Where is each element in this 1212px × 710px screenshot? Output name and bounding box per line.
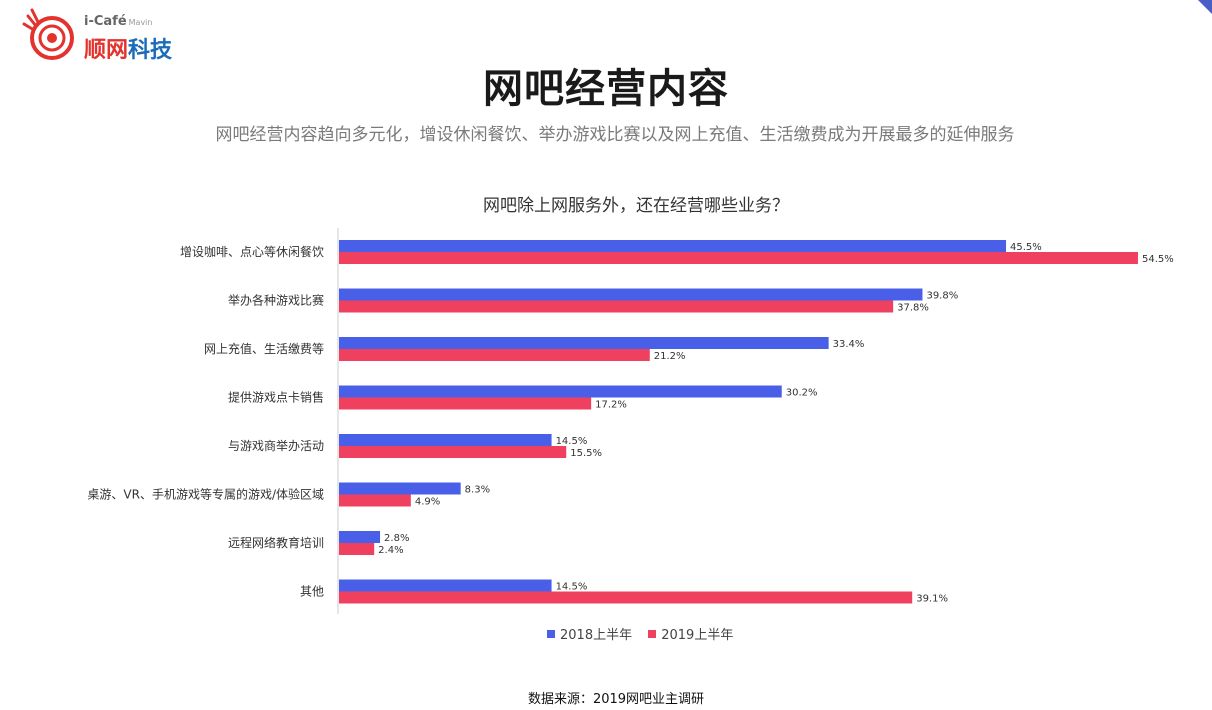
value-label-2019: 21.2% <box>654 351 686 362</box>
bar-2018 <box>339 288 923 301</box>
category-label: 增设咖啡、点心等休闲餐饮 <box>180 244 324 259</box>
value-label-2018: 2.8% <box>384 533 409 544</box>
value-label-2019: 54.5% <box>1142 254 1174 265</box>
category-label: 举办各种游戏比赛 <box>228 293 324 308</box>
page-title: 网吧经营内容 <box>483 66 729 112</box>
logo-chinese-text: 顺网科技 <box>84 38 173 63</box>
bar-2019 <box>339 300 894 313</box>
page-subtitle: 网吧经营内容趋向多元化，增设休闲餐饮、举办游戏比赛以及网上充值、生活缴费成为开展… <box>215 125 1015 145</box>
value-label-2018: 14.5% <box>556 436 588 447</box>
bar-2018 <box>339 531 381 543</box>
bar-2019 <box>339 397 592 410</box>
bar-2019 <box>339 252 1138 264</box>
value-label-2018: 33.4% <box>833 339 865 350</box>
target-logo-icon <box>22 8 74 60</box>
category-label: 桌游、VR、手机游戏等专属的游戏/体验区域 <box>87 487 324 502</box>
value-label-2018: 14.5% <box>556 582 588 593</box>
company-logo: i-Café Mavin 顺网科技 <box>22 8 192 64</box>
legend-swatch-2018 <box>547 629 555 638</box>
value-label-2019: 37.8% <box>897 303 929 314</box>
logo-english-text: i-Café Mavin <box>84 14 153 29</box>
category-label: 其他 <box>300 585 324 599</box>
value-label-2019: 4.9% <box>415 497 440 508</box>
legend-item-2019: 2019上半年 <box>648 624 733 643</box>
bar-2019 <box>339 349 650 361</box>
category-label: 网上充值、生活缴费等 <box>204 341 324 356</box>
data-source-note: 数据来源：2019网吧业主调研 <box>527 692 705 707</box>
bar-2018 <box>339 385 782 398</box>
value-label-2018: 8.3% <box>465 485 490 496</box>
value-label-2019: 17.2% <box>595 400 627 411</box>
value-label-2018: 30.2% <box>786 388 818 399</box>
legend-item-2018: 2018上半年 <box>547 624 632 643</box>
legend-label-2019: 2019上半年 <box>661 628 734 643</box>
value-label-2019: 2.4% <box>378 545 403 556</box>
bar-2019 <box>339 591 913 604</box>
corner-decoration <box>1198 0 1212 14</box>
bar-2018 <box>339 337 829 349</box>
category-label: 与游戏商举办活动 <box>228 438 324 453</box>
category-label: 提供游戏点卡销售 <box>228 390 324 405</box>
legend-swatch-2019 <box>648 629 657 638</box>
chart-title: 网吧除上网服务外，还在经营哪些业务？ <box>483 196 789 216</box>
value-label-2018: 45.5% <box>1010 242 1042 253</box>
bar-2018 <box>339 240 1007 252</box>
bar-2018 <box>339 579 552 592</box>
value-label-2019: 39.1% <box>916 594 948 605</box>
value-label-2018: 39.8% <box>926 291 958 302</box>
legend-label-2018: 2018上半年 <box>560 628 633 643</box>
category-label: 远程网络教育培训 <box>228 535 324 550</box>
chart-legend: 2018上半年 2019上半年 <box>547 624 745 643</box>
bar-2018 <box>339 482 461 495</box>
bar-2019 <box>339 543 375 555</box>
bar-2019 <box>339 446 567 458</box>
bar-2019 <box>339 494 411 507</box>
bar-2018 <box>339 434 552 446</box>
value-label-2019: 15.5% <box>570 448 602 459</box>
